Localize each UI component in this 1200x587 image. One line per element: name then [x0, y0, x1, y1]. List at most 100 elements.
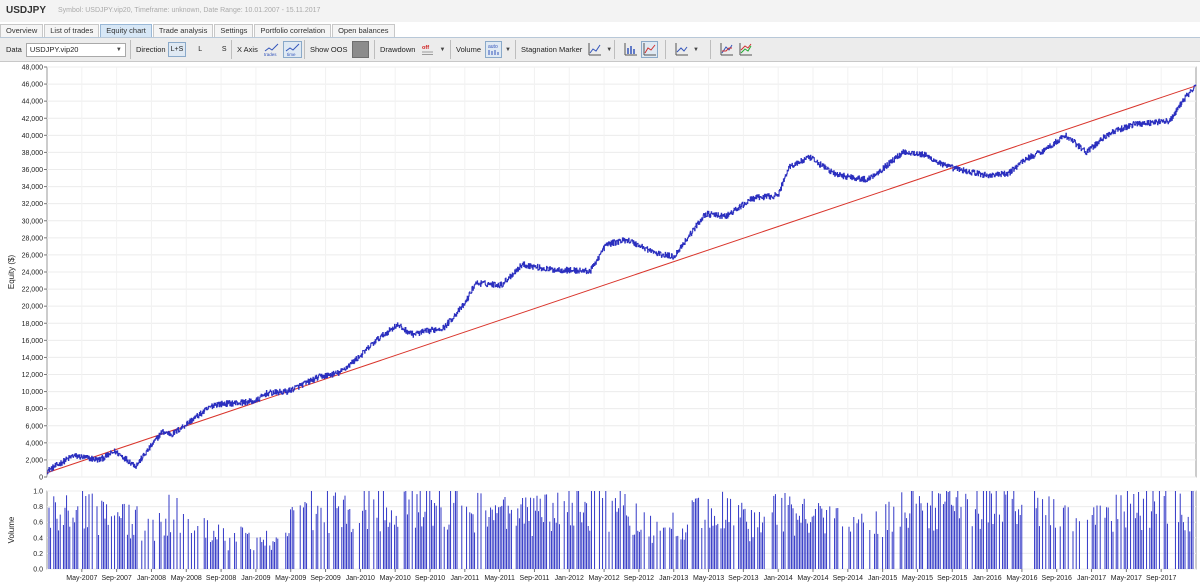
- x-tick-label: May-2015: [902, 575, 933, 582]
- drawdown-off-caption: off: [422, 45, 429, 51]
- x-tick-label: Sep-2010: [415, 575, 445, 582]
- equity-y-tick-label: 20,000: [22, 304, 44, 311]
- equity-y-tick-label: 16,000: [22, 338, 44, 345]
- equity-y-tick-label: 18,000: [22, 321, 44, 328]
- toolbar-separator: [450, 40, 451, 59]
- x-tick-label: Jan-2009: [241, 575, 270, 582]
- x-tick-label: May-2013: [693, 575, 724, 582]
- line-chart-icon: [643, 43, 656, 56]
- equity-y-tick-label: 30,000: [22, 218, 44, 225]
- equity-y-tick-label: 44,000: [22, 99, 44, 106]
- volume-y-tick-label: 0.6: [33, 520, 43, 527]
- equity-y-tick-label: 6,000: [25, 423, 43, 430]
- equity-y-tick-label: 40,000: [22, 133, 44, 140]
- equity-y-tick-label: 34,000: [22, 184, 44, 191]
- stagnation-dropdown-icon[interactable]: ▼: [606, 46, 613, 53]
- tab-bar: Overview List of trades Equity chart Tra…: [0, 24, 396, 37]
- xaxis-time-caption: time: [287, 52, 296, 57]
- direction-long-short-button[interactable]: L+S: [167, 42, 187, 57]
- equity-y-tick-label: 8,000: [25, 406, 43, 413]
- equity-y-tick-label: 42,000: [22, 116, 44, 123]
- equity-y-tick-label: 4,000: [25, 440, 43, 447]
- x-tick-label: May-2010: [380, 575, 411, 582]
- data-group: Data USDJPY.vip20 ▼: [6, 38, 126, 61]
- export-chart-icon: [739, 43, 752, 56]
- toolbar-separator: [614, 40, 615, 59]
- direction-long-button[interactable]: L: [198, 46, 203, 53]
- chart-options-button[interactable]: [673, 41, 690, 58]
- toolbar-separator: [130, 40, 131, 59]
- x-tick-label: Sep-2013: [728, 575, 758, 582]
- direction-short-button[interactable]: S: [221, 46, 227, 53]
- tab-open-balances[interactable]: Open balances: [332, 24, 395, 37]
- equity-y-tick-label: 24,000: [22, 270, 44, 277]
- trend-chart-icon: [675, 43, 688, 56]
- x-tick-label: Sep-2016: [1042, 575, 1072, 582]
- stagnation-chart-icon: [588, 43, 602, 56]
- chart-style-group: [620, 38, 658, 61]
- volume-auto-caption: auto: [488, 44, 498, 50]
- chart-export-button[interactable]: [737, 41, 754, 58]
- toolbar-separator: [231, 40, 232, 59]
- drawdown-dropdown-icon[interactable]: ▼: [439, 46, 446, 53]
- x-tick-label: May-2012: [589, 575, 620, 582]
- tab-underline: [0, 37, 1200, 38]
- equity-chart[interactable]: 0 2,000 4,000 6,000 8,000 10,000 12,000 14,000 1…: [0, 61, 1200, 487]
- xaxis-time-button[interactable]: time: [282, 41, 302, 58]
- volume-auto-icon: auto: [488, 44, 499, 55]
- stagnation-marker-button[interactable]: [586, 41, 603, 58]
- show-oos-toggle-icon[interactable]: [351, 41, 369, 58]
- xaxis-trades-caption: trades: [264, 52, 277, 57]
- tab-portfolio-correlation[interactable]: Portfolio correlation: [254, 24, 332, 37]
- drawdown-off-button[interactable]: off: [419, 41, 436, 58]
- tab-list-of-trades[interactable]: List of trades: [44, 24, 100, 37]
- toolbar-separator: [304, 40, 305, 59]
- equity-y-tick-label: 22,000: [22, 287, 44, 294]
- x-tick-label: Jan-2012: [555, 575, 584, 582]
- chart-options-group: ▼: [671, 38, 699, 61]
- x-tick-label: Sep-2008: [206, 575, 236, 582]
- equity-y-tick-label: 38,000: [22, 150, 44, 157]
- x-tick-label: Jan-2014: [764, 575, 793, 582]
- x-tick-label: May-2009: [275, 575, 306, 582]
- direction-group: Direction L+S L S: [136, 38, 232, 61]
- trades-axis-icon: trades: [264, 43, 279, 57]
- drawdown-group: Drawdown off ▼: [380, 38, 445, 61]
- tab-trade-analysis[interactable]: Trade analysis: [152, 24, 214, 37]
- direction-label: Direction: [136, 45, 166, 54]
- equity-y-tick-label: 12,000: [22, 372, 44, 379]
- x-tick-label: Sep-2011: [520, 575, 550, 582]
- volume-y-tick-label: 0.2: [33, 551, 43, 558]
- x-tick-label: Jan-2017: [1077, 575, 1106, 582]
- chart-options-dropdown-icon[interactable]: ▼: [693, 46, 699, 53]
- volume-y-tick-label: 0.4: [33, 535, 43, 542]
- line-chart-style-button[interactable]: [641, 41, 658, 58]
- data-select[interactable]: USDJPY.vip20 ▼: [25, 42, 126, 57]
- data-select-value: USDJPY.vip20: [29, 44, 79, 54]
- x-tick-label: May-2011: [484, 575, 515, 582]
- volume-label: Volume: [456, 45, 482, 54]
- time-axis-icon: time: [285, 43, 300, 57]
- volume-auto-button[interactable]: auto: [485, 41, 503, 58]
- x-tick-label: Sep-2017: [1146, 575, 1176, 582]
- chart-compare-button[interactable]: [718, 41, 735, 58]
- volume-dropdown-icon[interactable]: ▼: [505, 46, 511, 53]
- x-tick-label: Jan-2015: [868, 575, 897, 582]
- export-group: [716, 38, 754, 61]
- x-tick-label: May-2017: [1111, 575, 1142, 582]
- volume-y-tick-label: 1.0: [33, 489, 43, 496]
- tab-overview[interactable]: Overview: [0, 24, 44, 37]
- xaxis-trades-button[interactable]: trades: [262, 41, 281, 58]
- tab-settings[interactable]: Settings: [214, 24, 254, 37]
- equity-y-tick-label: 32,000: [22, 201, 44, 208]
- xaxis-group: X Axis trades time: [237, 38, 302, 61]
- show-oos-group: Show OOS: [310, 38, 369, 61]
- tab-equity-chart[interactable]: Equity chart: [100, 24, 152, 37]
- x-tick-label: Jan-2008: [137, 575, 166, 582]
- bar-chart-icon: [624, 43, 637, 56]
- bar-chart-style-button[interactable]: [622, 41, 639, 58]
- x-tick-label: May-2007: [66, 575, 97, 582]
- volume-group: Volume auto ▼: [456, 38, 511, 61]
- volume-chart[interactable]: 0.0 0.2 0.4 0.6 0.8 1.0 Volume May-2007 Sep-2007…: [0, 487, 1200, 587]
- data-range-info: Symbol: USDJPY.vip20, Timeframe: unknown…: [58, 7, 321, 14]
